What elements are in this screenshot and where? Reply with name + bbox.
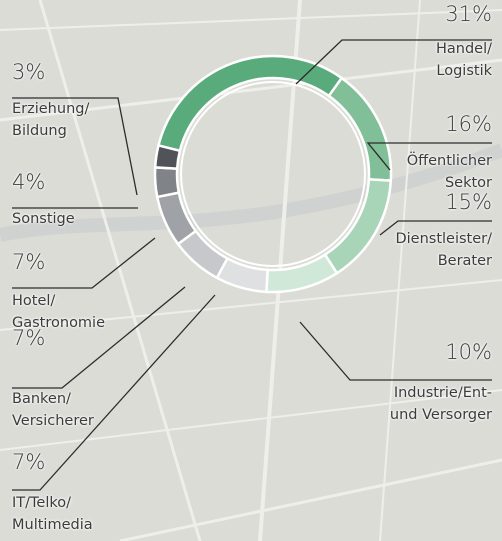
donut-segment	[265, 252, 339, 294]
category-label: Dienstleister/ Berater	[395, 231, 492, 269]
category-label: Hotel/ Gastronomie	[12, 293, 106, 331]
value-label: 10%	[445, 340, 492, 364]
inner-ring	[180, 81, 366, 267]
category-label: Banken/ Versicherer	[12, 391, 94, 429]
category-label: Sonstige	[12, 211, 75, 227]
leader-line	[379, 220, 492, 236]
donut-segment	[327, 76, 393, 182]
donut-segment	[156, 54, 344, 153]
value-label: 3%	[12, 60, 46, 84]
leader-line	[12, 286, 186, 389]
leader-line	[295, 39, 492, 85]
leader-line	[12, 97, 138, 196]
category-label: Handel/ Logistik	[435, 41, 492, 79]
value-label: 7%	[12, 326, 46, 350]
value-label: 15%	[445, 190, 492, 214]
leader-line	[299, 321, 492, 381]
leader-line	[12, 294, 216, 491]
leader-line	[366, 142, 492, 171]
donut-segment	[153, 166, 181, 199]
category-label: Öffentlicher Sektor	[406, 153, 492, 191]
category-label: IT/Telko/ Multimedia	[12, 495, 93, 533]
category-label: Industrie/Ent- und Versorger	[389, 385, 492, 423]
leader-line	[12, 237, 156, 289]
value-label: 4%	[12, 170, 46, 194]
value-label: 31%	[445, 2, 492, 26]
donut-segment	[153, 143, 182, 170]
value-label: 7%	[12, 250, 46, 274]
value-label: 7%	[12, 450, 46, 474]
value-label: 16%	[445, 112, 492, 136]
category-label: Erziehung/ Bildung	[12, 101, 90, 139]
